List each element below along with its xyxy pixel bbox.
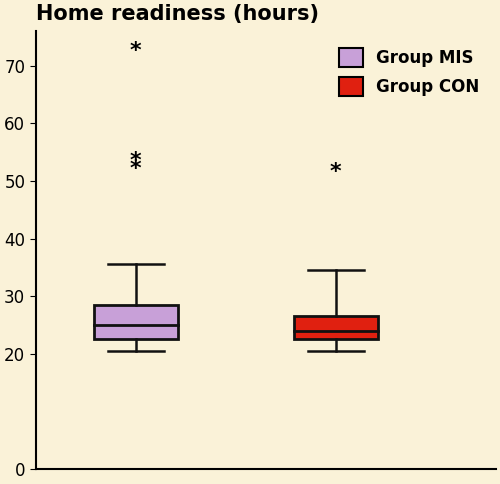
Text: *: * [130, 151, 141, 171]
Bar [94, 305, 178, 339]
Bar [294, 316, 378, 339]
Text: *: * [330, 162, 342, 182]
Text: Home readiness (hours): Home readiness (hours) [36, 4, 319, 24]
Text: *: * [130, 42, 141, 61]
Text: *: * [130, 159, 141, 180]
Legend: Group MIS, Group CON: Group MIS, Group CON [331, 40, 488, 105]
